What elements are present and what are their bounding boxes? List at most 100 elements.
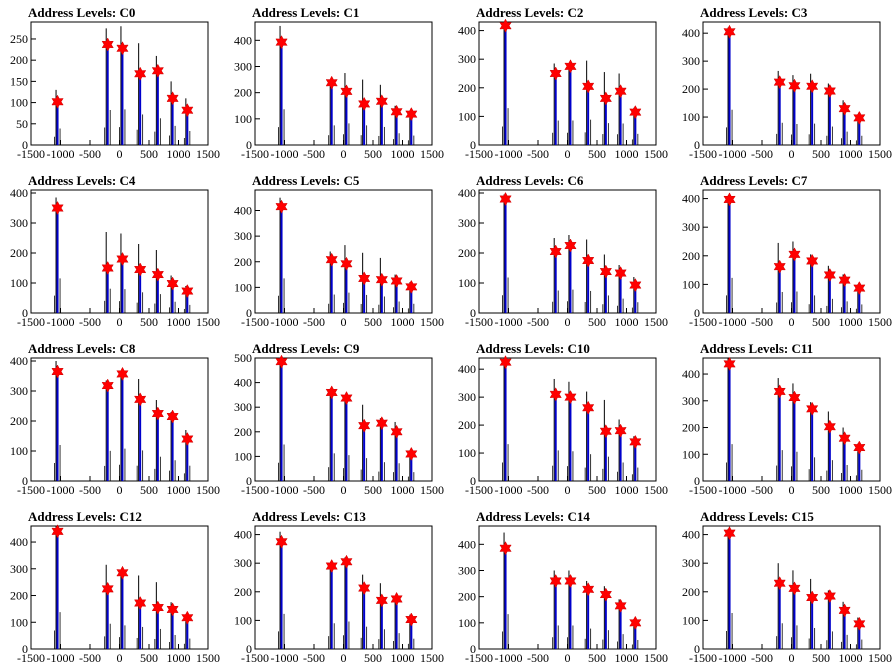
y-tick-label: 200 (234, 86, 252, 100)
peak (583, 61, 594, 145)
peak (500, 356, 511, 481)
x-tick-label: 1000 (839, 651, 863, 665)
y-tick-label: 400 (458, 186, 476, 200)
x-tick-label: 1000 (615, 315, 639, 329)
x-tick-label: -1000 (719, 315, 747, 329)
peak-marker (774, 577, 785, 590)
peak-marker (565, 60, 576, 73)
peak (854, 282, 865, 313)
peak (839, 100, 850, 145)
peak (774, 71, 785, 145)
peak-marker (583, 583, 594, 596)
x-tick-label: 1500 (420, 315, 444, 329)
y-tick-label: 150 (10, 74, 28, 88)
x-tick-label: 500 (588, 651, 606, 665)
x-tick-label: 1500 (196, 315, 220, 329)
peak-marker (839, 274, 850, 287)
y-tick-label: 100 (234, 613, 252, 627)
peak-marker (326, 560, 337, 573)
x-tick-label: -500 (79, 651, 101, 665)
peak-marker (182, 285, 193, 298)
peak-marker (724, 193, 735, 206)
peak-marker (854, 617, 865, 630)
peak (341, 245, 352, 313)
peak-marker (600, 265, 611, 278)
peak (500, 193, 511, 314)
peak-marker (630, 616, 641, 629)
peak (630, 435, 641, 481)
peak-marker (854, 111, 865, 124)
x-tick-label: -1500 (241, 483, 269, 497)
peak-marker (854, 441, 865, 454)
x-tick-label: -1000 (271, 315, 299, 329)
peak-marker (167, 410, 178, 423)
peak (276, 198, 287, 313)
chart-panel: Address Levels: C4 0 100 200 300 400 -1500 -100… (0, 168, 224, 336)
peak (152, 582, 163, 649)
peak (326, 386, 337, 481)
peak-marker (807, 254, 818, 267)
peak (583, 240, 594, 314)
x-tick-label: -1000 (719, 483, 747, 497)
peak-marker (789, 79, 800, 92)
peak (774, 563, 785, 649)
peak (615, 599, 626, 649)
x-tick-label: -1000 (495, 483, 523, 497)
peak-marker (52, 365, 63, 378)
y-tick-label: 400 (10, 535, 28, 549)
x-tick-label: -500 (527, 315, 549, 329)
peak-marker (341, 85, 352, 98)
x-tick-label: -1000 (495, 651, 523, 665)
y-tick-label: 300 (234, 229, 252, 243)
y-tick-label: 400 (10, 186, 28, 200)
peak (789, 570, 800, 649)
peak (550, 63, 561, 145)
y-tick-label: 200 (234, 585, 252, 599)
peak (630, 616, 641, 649)
peak-marker (135, 67, 146, 80)
peak-marker (615, 599, 626, 612)
peak (52, 198, 63, 314)
y-tick-label: 400 (682, 528, 700, 542)
peak-marker (500, 19, 511, 32)
peak (550, 238, 561, 313)
peak (824, 84, 835, 146)
x-tick-label: -1500 (17, 147, 45, 161)
x-tick-label: -1000 (719, 651, 747, 665)
peak (341, 555, 352, 649)
peak-marker (341, 392, 352, 405)
x-tick-label: 0 (789, 315, 795, 329)
peak-marker (406, 108, 417, 121)
x-tick-label: 1000 (391, 315, 415, 329)
peak-marker (630, 106, 641, 119)
x-tick-label: 0 (341, 147, 347, 161)
x-tick-label: 500 (364, 651, 382, 665)
x-tick-label: -1500 (689, 147, 717, 161)
peak (391, 105, 402, 145)
peak (406, 280, 417, 313)
peak (789, 383, 800, 481)
peak (724, 25, 735, 145)
peak-marker (550, 388, 561, 401)
peak (152, 250, 163, 313)
x-tick-label: -500 (527, 483, 549, 497)
peak (376, 583, 387, 649)
peak (326, 76, 337, 145)
peak (359, 575, 370, 649)
peak (117, 566, 128, 649)
y-tick-label: 400 (234, 33, 252, 47)
peak-marker (102, 379, 113, 392)
x-tick-label: 500 (364, 483, 382, 497)
x-tick-label: 1000 (615, 651, 639, 665)
peak-marker (167, 603, 178, 616)
peak-marker (182, 104, 193, 117)
x-tick-label: 1500 (868, 147, 892, 161)
peak-marker (135, 597, 146, 610)
peak (182, 285, 193, 313)
peak-marker (135, 393, 146, 406)
peak-marker (276, 200, 287, 213)
x-tick-label: 0 (565, 315, 571, 329)
peak-marker (839, 432, 850, 445)
y-tick-label: 200 (682, 82, 700, 96)
x-tick-label: -1500 (241, 651, 269, 665)
